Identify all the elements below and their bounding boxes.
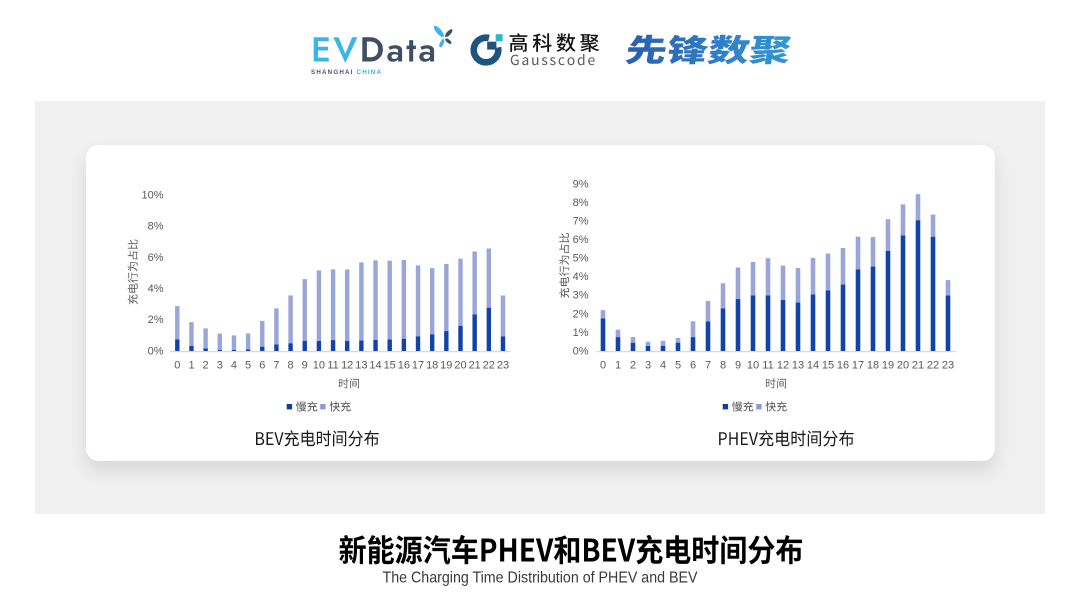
svg-text:14: 14 (807, 359, 819, 371)
svg-text:7%: 7% (573, 216, 589, 228)
svg-text:18: 18 (867, 359, 879, 371)
svg-text:15: 15 (384, 359, 396, 371)
svg-text:9: 9 (735, 359, 741, 371)
svg-text:19: 19 (440, 359, 452, 371)
svg-text:5%: 5% (573, 253, 589, 265)
svg-text:18: 18 (426, 359, 438, 371)
svg-text:14: 14 (369, 359, 381, 371)
svg-text:2%: 2% (148, 314, 164, 326)
svg-text:5: 5 (245, 359, 251, 371)
svg-text:1%: 1% (573, 327, 589, 339)
svg-text:6%: 6% (573, 234, 589, 246)
svg-text:SHANGHAI CHINA: SHANGHAI CHINA (311, 69, 382, 76)
svg-text:21: 21 (912, 359, 924, 371)
svg-text:4: 4 (231, 359, 237, 371)
svg-text:1: 1 (188, 359, 194, 371)
svg-text:23: 23 (497, 359, 509, 371)
svg-text:0: 0 (174, 359, 180, 371)
svg-text:19: 19 (882, 359, 894, 371)
svg-text:2: 2 (630, 359, 636, 371)
svg-text:3: 3 (217, 359, 223, 371)
svg-text:3%: 3% (573, 290, 589, 302)
svg-text:10: 10 (747, 359, 759, 371)
svg-text:23: 23 (942, 359, 954, 371)
svg-text:1: 1 (615, 359, 621, 371)
svg-text:15: 15 (822, 359, 834, 371)
svg-text:6%: 6% (148, 252, 164, 264)
svg-text:17: 17 (852, 359, 864, 371)
svg-text:8%: 8% (573, 197, 589, 209)
svg-text:16: 16 (398, 359, 410, 371)
svg-text:9: 9 (302, 359, 308, 371)
svg-text:10: 10 (313, 359, 325, 371)
svg-text:5: 5 (675, 359, 681, 371)
svg-text:11: 11 (327, 359, 338, 371)
svg-text:8: 8 (720, 359, 726, 371)
svg-text:4%: 4% (148, 283, 164, 295)
svg-text:12: 12 (341, 359, 353, 371)
svg-text:7: 7 (273, 359, 279, 371)
svg-text:0: 0 (600, 359, 606, 371)
svg-text:13: 13 (792, 359, 804, 371)
svg-text:9%: 9% (573, 178, 589, 190)
svg-text:2: 2 (203, 359, 209, 371)
svg-text:6: 6 (690, 359, 696, 371)
svg-text:4: 4 (660, 359, 666, 371)
svg-text:20: 20 (454, 359, 466, 371)
svg-text:17: 17 (412, 359, 424, 371)
svg-text:4%: 4% (573, 271, 589, 283)
svg-text:22: 22 (927, 359, 939, 371)
svg-text:3: 3 (645, 359, 651, 371)
svg-text:8: 8 (288, 359, 294, 371)
svg-text:The Charging Time Distribution: The Charging Time Distribution of PHEV a… (383, 570, 698, 587)
svg-text:0%: 0% (148, 345, 164, 357)
svg-text:7: 7 (705, 359, 711, 371)
svg-text:8%: 8% (148, 221, 164, 233)
svg-text:16: 16 (837, 359, 849, 371)
svg-text:12: 12 (777, 359, 789, 371)
svg-text:10%: 10% (141, 189, 163, 201)
svg-text:13: 13 (355, 359, 367, 371)
svg-text:6: 6 (259, 359, 265, 371)
svg-text:0%: 0% (573, 345, 589, 357)
svg-text:21: 21 (469, 359, 481, 371)
svg-text:2%: 2% (573, 308, 589, 320)
svg-text:22: 22 (483, 359, 495, 371)
svg-text:20: 20 (897, 359, 909, 371)
svg-text:11: 11 (762, 359, 773, 371)
